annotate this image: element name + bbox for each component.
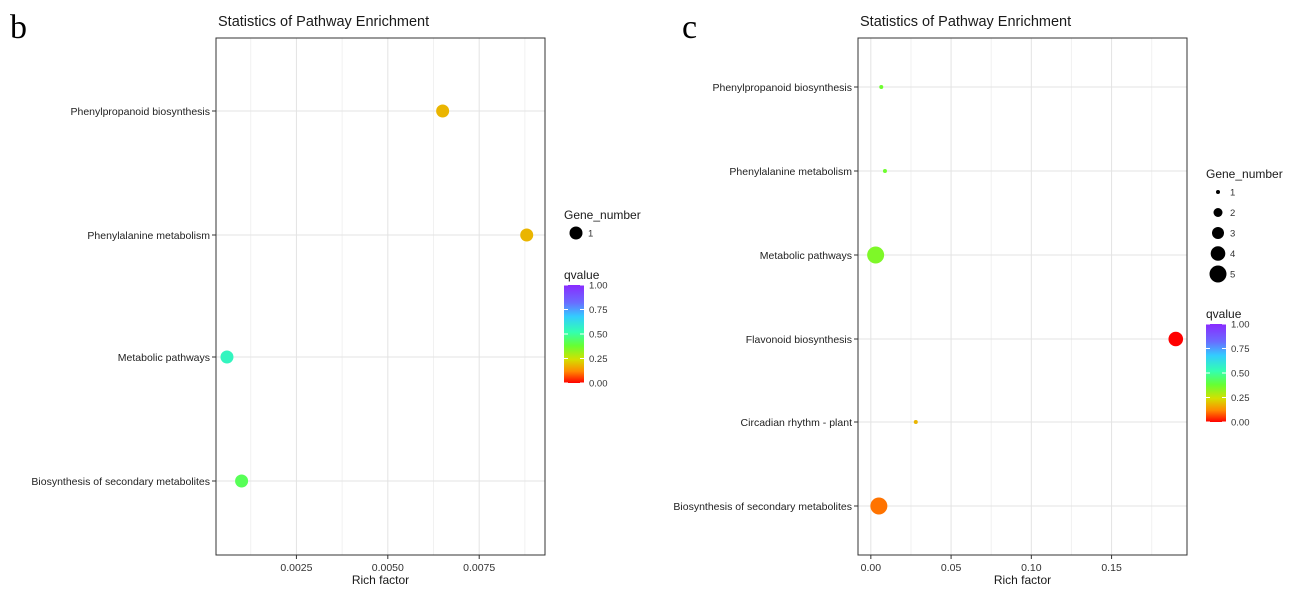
plot-frame <box>215 37 546 556</box>
color-legend-label: 0.50 <box>1231 369 1250 380</box>
size-legend-dot <box>569 226 583 240</box>
panel-c: c Statistics of Pathway Enrichment 0.00 0… <box>673 9 1282 587</box>
size-legend-label: 4 <box>1230 249 1235 260</box>
point-flavonoid-biosynthesis <box>1168 331 1184 347</box>
size-legend-dot <box>1212 227 1224 239</box>
point-phenylalanine-metabolism <box>882 169 887 173</box>
size-legend-title-c: Gene_number <box>1206 167 1283 181</box>
size-legend-dot <box>1210 246 1226 261</box>
plot-frame <box>857 37 1188 556</box>
size-legend-dot <box>1213 208 1223 217</box>
size-legend-items-b: 1 <box>569 226 593 240</box>
color-legend-label: 0.75 <box>589 305 608 316</box>
y-category-label-biosynthesis-of-secondary-metabolites: Biosynthesis of secondary metabolites <box>673 501 852 513</box>
point-metabolic-pathways <box>867 246 885 264</box>
plot-area-c: 0.00 0.05 0.10 0.15 Phenylpropanoid biosynth… <box>673 37 1188 574</box>
y-category-label-metabolic-pathways: Metabolic pathways <box>760 250 852 262</box>
y-category-label-biosynthesis-of-secondary-metabolites: Biosynthesis of secondary metabolites <box>31 476 210 488</box>
color-legend-label: 1.00 <box>1231 320 1250 331</box>
y-category-label-phenylpropanoid-biosynthesis: Phenylpropanoid biosynthesis <box>712 82 852 94</box>
y-category-label-flavonoid-biosynthesis: Flavonoid biosynthesis <box>746 334 852 346</box>
size-legend-label: 1 <box>1230 188 1235 199</box>
chart-title-c: Statistics of Pathway Enrichment <box>860 14 1071 30</box>
color-legend-label: 0.50 <box>589 330 608 341</box>
point-circadian-rhythm-plant <box>913 420 918 424</box>
size-legend-items-c: 1 2 3 4 5 <box>1209 188 1235 283</box>
legend-c: Gene_number 1 2 3 4 5 qvalue 1.00 0.75 0.50 0.2… <box>1206 167 1283 429</box>
size-legend-label: 1 <box>588 229 593 240</box>
color-legend-label: 0.75 <box>1231 344 1250 355</box>
x-tick-label: 0.10 <box>1021 562 1042 574</box>
point-phenylalanine-metabolism <box>520 228 534 242</box>
x-tick-label: 0.00 <box>861 562 882 574</box>
point-phenylpropanoid-biosynthesis <box>879 85 884 89</box>
size-legend-label: 5 <box>1230 270 1235 281</box>
y-category-label-phenylpropanoid-biosynthesis: Phenylpropanoid biosynthesis <box>70 106 210 118</box>
x-axis-label-b: Rich factor <box>352 573 409 587</box>
x-tick-label: 0.15 <box>1101 562 1122 574</box>
color-legend-label: 1.00 <box>589 281 608 292</box>
panel-letter-b: b <box>10 9 27 46</box>
y-category-label-phenylalanine-metabolism: Phenylalanine metabolism <box>729 166 852 178</box>
color-legend-bar-c <box>1206 324 1226 422</box>
size-legend-title-b: Gene_number <box>564 208 641 222</box>
color-legend-ticks-c: 1.00 0.75 0.50 0.25 0.00 <box>1206 320 1250 429</box>
chart-title-b: Statistics of Pathway Enrichment <box>218 14 429 30</box>
color-legend-label: 0.25 <box>589 354 608 365</box>
color-legend-ticks-b: 1.00 0.75 0.50 0.25 0.00 <box>564 281 608 390</box>
point-metabolic-pathways <box>220 350 234 364</box>
size-legend-dot <box>1209 265 1227 283</box>
panel-b: b Statistics of Pathway Enrichment 0.002… <box>10 9 641 587</box>
legend-b: Gene_number 1 qvalue 1.00 0.75 0.50 0.25 0.0… <box>564 208 641 390</box>
color-legend-label: 0.25 <box>1231 393 1250 404</box>
panel-letter-c: c <box>682 9 697 46</box>
x-tick-label: 0.0025 <box>280 562 312 574</box>
color-legend-title-c: qvalue <box>1206 307 1242 321</box>
color-legend-label: 0.00 <box>1231 418 1250 429</box>
point-biosynthesis-of-secondary-metabolites <box>870 497 888 515</box>
point-phenylpropanoid-biosynthesis <box>436 104 450 118</box>
x-tick-label: 0.05 <box>941 562 962 574</box>
color-legend-bar-b <box>564 285 584 383</box>
point-biosynthesis-of-secondary-metabolites <box>235 474 249 488</box>
y-category-label-phenylalanine-metabolism: Phenylalanine metabolism <box>87 230 210 242</box>
y-category-label-circadian-rhythm-plant: Circadian rhythm - plant <box>741 417 853 429</box>
x-axis-label-c: Rich factor <box>994 573 1051 587</box>
size-legend-label: 3 <box>1230 229 1235 240</box>
x-tick-label: 0.0050 <box>372 562 404 574</box>
plot-area-b: 0.0025 0.0050 0.0075 Phenylpropanoid biosyn… <box>31 37 546 574</box>
color-legend-title-b: qvalue <box>564 268 600 282</box>
size-legend-dot <box>1216 190 1220 194</box>
size-legend-label: 2 <box>1230 208 1235 219</box>
color-legend-label: 0.00 <box>589 379 608 390</box>
x-tick-label: 0.0075 <box>463 562 495 574</box>
y-category-label-metabolic-pathways: Metabolic pathways <box>118 352 210 364</box>
